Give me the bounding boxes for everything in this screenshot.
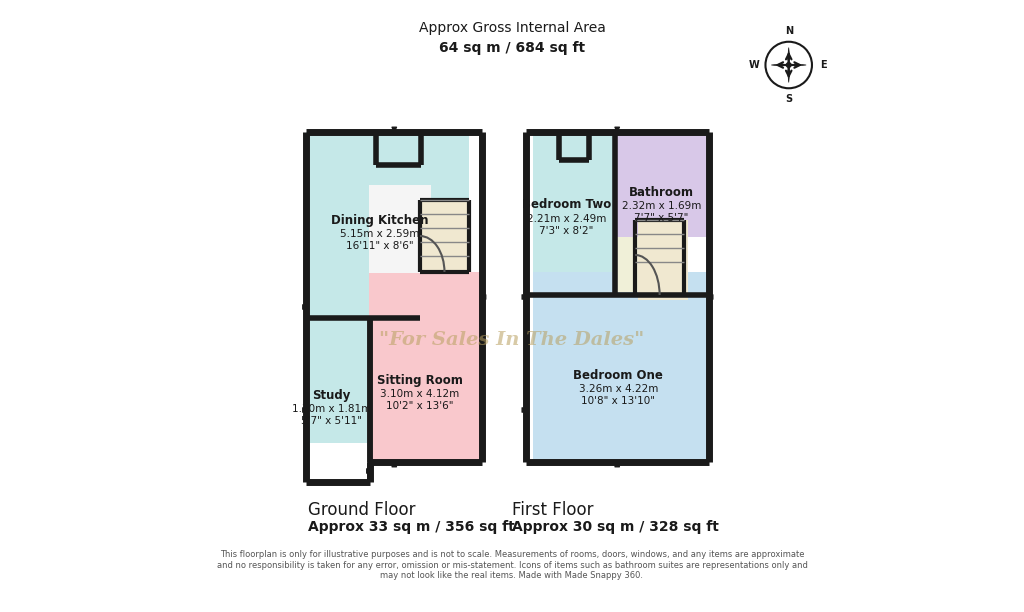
Text: Sitting Room: Sitting Room (377, 373, 463, 387)
Text: W: W (750, 60, 760, 70)
Text: 16'11" x 8'6": 16'11" x 8'6" (345, 241, 413, 251)
Text: 1.70m x 1.81m: 1.70m x 1.81m (292, 404, 371, 414)
Text: E: E (819, 60, 826, 70)
Polygon shape (771, 64, 783, 66)
Text: Bedroom One: Bedroom One (573, 368, 664, 381)
Text: 5'7" x 5'11": 5'7" x 5'11" (301, 416, 362, 426)
Text: 2.21m x 2.49m: 2.21m x 2.49m (526, 214, 606, 224)
Text: Study: Study (312, 389, 350, 401)
Bar (306, 132, 469, 317)
Text: 10'2" x 13'6": 10'2" x 13'6" (386, 401, 454, 411)
Text: Approx Gross Internal Area: Approx Gross Internal Area (419, 21, 605, 35)
Text: "For Sales In The Dales": "For Sales In The Dales" (379, 331, 645, 349)
Text: This floorplan is only for illustrative purposes and is not to scale. Measuremen: This floorplan is only for illustrative … (216, 550, 808, 580)
Text: Approx 30 sq m / 328 sq ft: Approx 30 sq m / 328 sq ft (512, 520, 719, 534)
Text: 10'8" x 13'10": 10'8" x 13'10" (582, 396, 655, 406)
Text: 64 sq m / 684 sq ft: 64 sq m / 684 sq ft (439, 41, 585, 55)
Text: 7'7" x 5'7": 7'7" x 5'7" (634, 213, 688, 223)
Text: Dining Kitchen: Dining Kitchen (331, 214, 428, 226)
Text: 3.26m x 4.22m: 3.26m x 4.22m (579, 384, 658, 394)
Bar (369, 272, 482, 460)
Text: S: S (785, 94, 793, 104)
Bar (306, 318, 368, 443)
Bar (613, 132, 707, 237)
Text: 3.10m x 4.12m: 3.10m x 4.12m (380, 389, 460, 399)
Text: Ground Floor: Ground Floor (307, 501, 415, 519)
Polygon shape (787, 48, 790, 59)
Bar (369, 185, 431, 273)
Text: 7'3" x 8'2": 7'3" x 8'2" (540, 226, 594, 236)
Text: Bathroom: Bathroom (629, 185, 694, 198)
Bar (532, 272, 710, 460)
Bar (420, 200, 468, 272)
Text: Bedroom Two: Bedroom Two (522, 198, 611, 212)
Text: N: N (784, 26, 793, 35)
Bar (638, 220, 688, 300)
Text: Approx 33 sq m / 356 sq ft: Approx 33 sq m / 356 sq ft (307, 520, 514, 534)
Polygon shape (787, 71, 790, 83)
Bar (532, 132, 613, 292)
Bar (613, 237, 662, 292)
Polygon shape (795, 64, 806, 66)
Text: 5.15m x 2.59m: 5.15m x 2.59m (340, 229, 419, 239)
Circle shape (786, 62, 792, 67)
Text: First Floor: First Floor (512, 501, 594, 519)
Text: 2.32m x 1.69m: 2.32m x 1.69m (622, 201, 701, 211)
